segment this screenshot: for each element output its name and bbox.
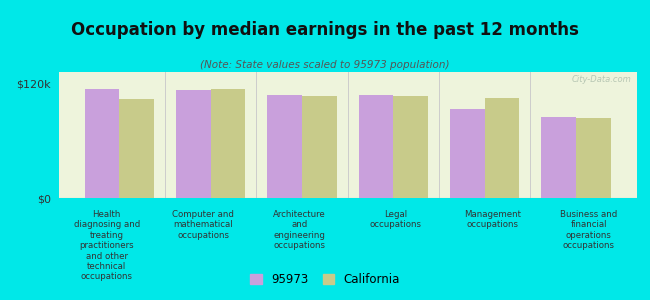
Bar	[485, 98, 519, 198]
Text: Computer and
mathematical
occupations: Computer and mathematical occupations	[172, 210, 234, 240]
Text: (Note: State values scaled to 95973 population): (Note: State values scaled to 95973 popu…	[200, 60, 450, 70]
Bar	[84, 89, 120, 198]
Bar	[302, 96, 337, 198]
Bar	[176, 90, 211, 198]
Text: Architecture
and
engineering
occupations: Architecture and engineering occupations	[273, 210, 326, 250]
Text: Health
diagnosing and
treating
practitioners
and other
technical
occupations: Health diagnosing and treating practitio…	[73, 210, 140, 281]
Legend: 95973, California: 95973, California	[245, 269, 405, 291]
Text: Business and
financial
operations
occupations: Business and financial operations occupa…	[560, 210, 617, 250]
Bar	[359, 95, 393, 198]
Text: Occupation by median earnings in the past 12 months: Occupation by median earnings in the pas…	[71, 21, 579, 39]
Bar	[393, 96, 428, 198]
Bar	[450, 109, 485, 198]
Bar	[120, 99, 154, 198]
Bar	[541, 117, 576, 198]
Bar	[267, 95, 302, 198]
Bar	[211, 89, 246, 198]
Text: City-Data.com: City-Data.com	[571, 74, 631, 83]
Bar	[576, 118, 611, 198]
Text: Management
occupations: Management occupations	[464, 210, 521, 230]
Text: Legal
occupations: Legal occupations	[370, 210, 422, 230]
